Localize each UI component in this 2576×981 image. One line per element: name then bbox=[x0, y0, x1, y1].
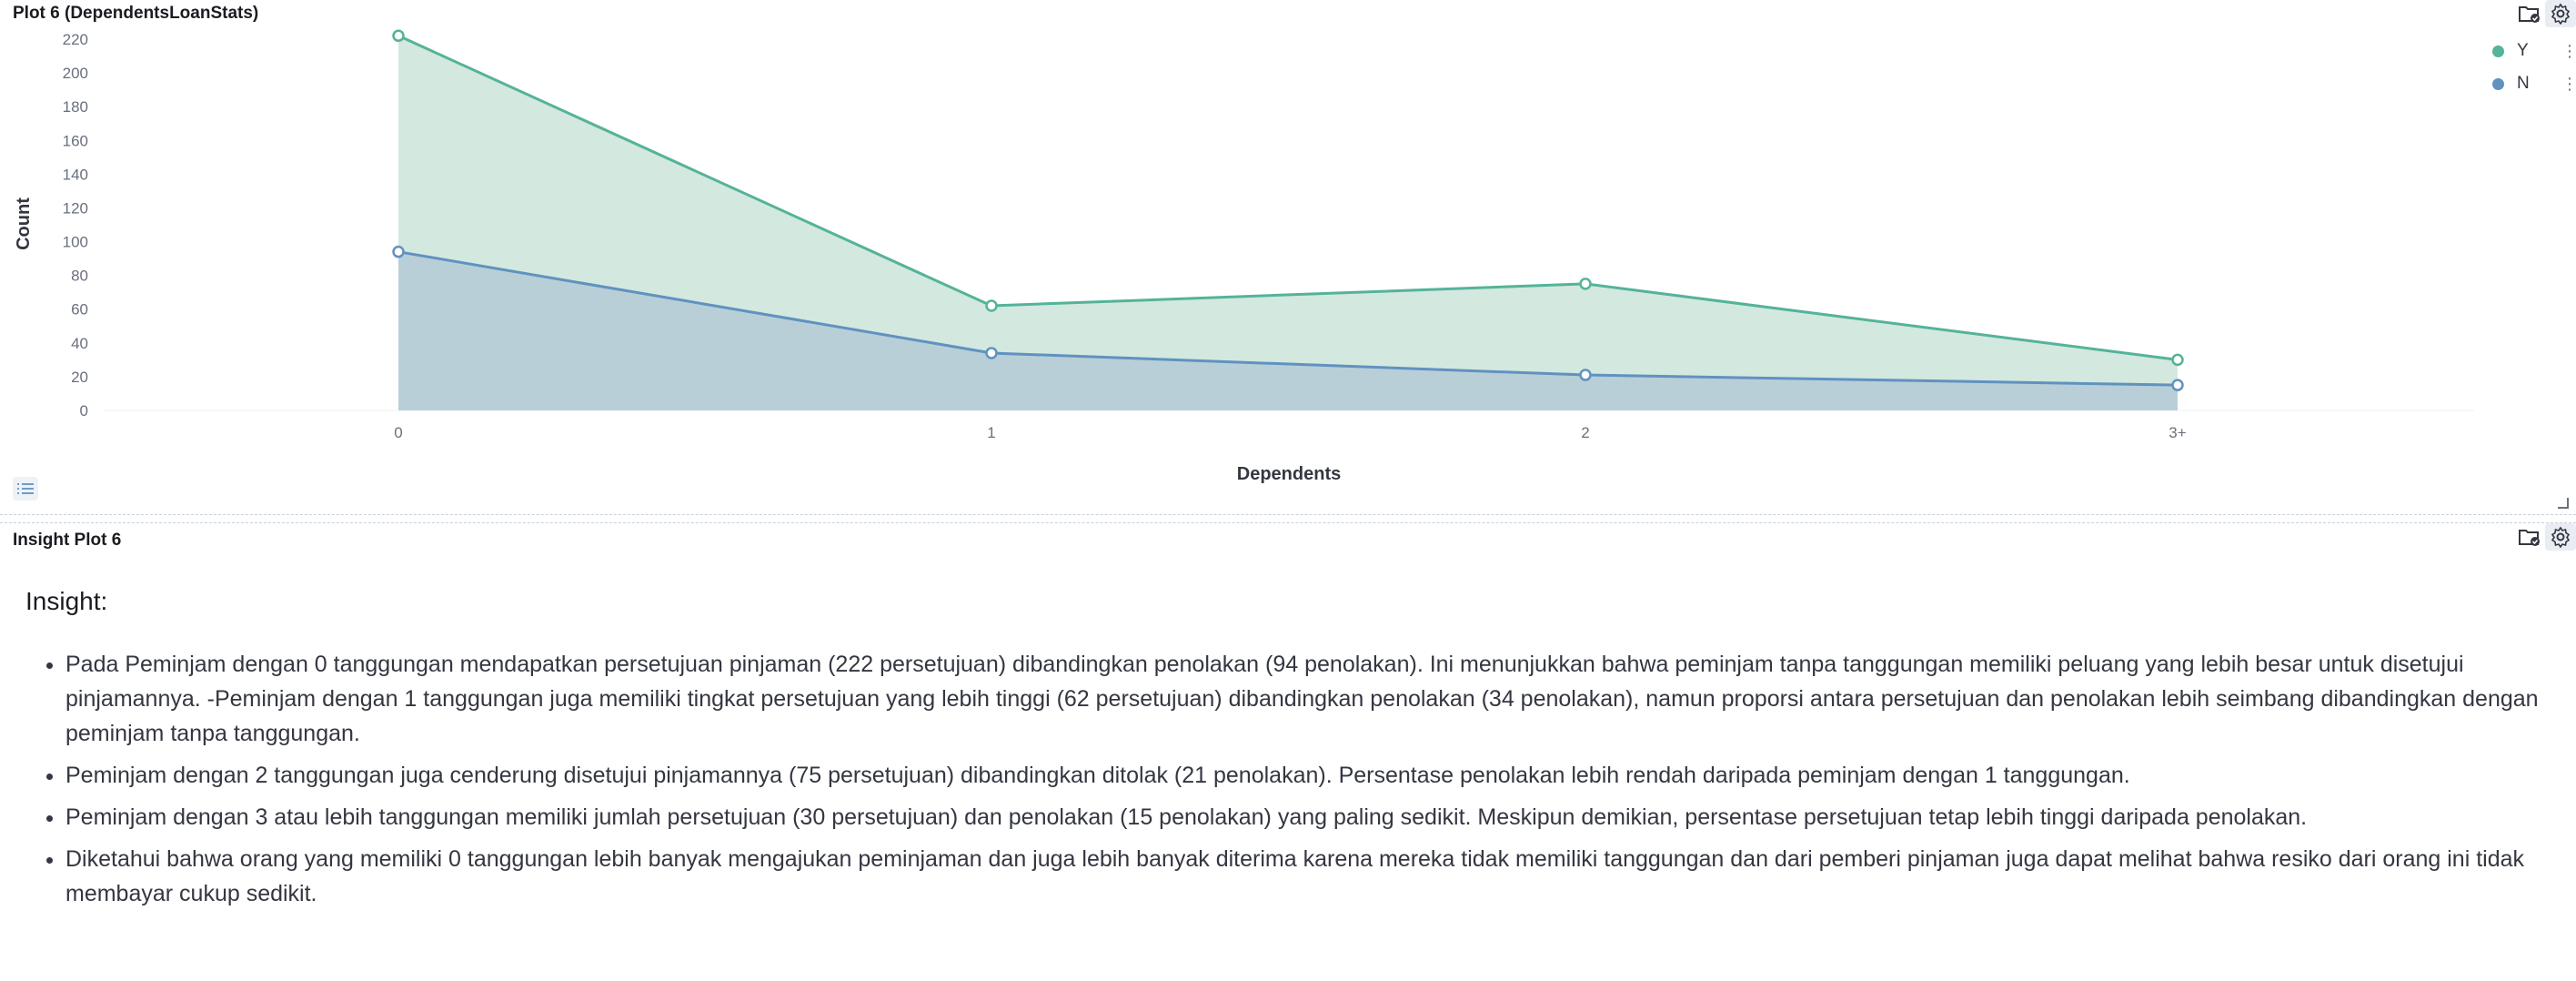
data-point-y[interactable] bbox=[392, 29, 405, 43]
x-tick-label: 2 bbox=[1581, 424, 1589, 441]
insight-bullet: Peminjam dengan 2 tanggungan juga cender… bbox=[65, 758, 2554, 793]
chart-areas bbox=[398, 35, 2178, 411]
legend-item-n[interactable]: N ⋮⋮ bbox=[2492, 67, 2576, 100]
plot-panel: Plot 6 (DependentsLoanStats) 0 20 40 60 80 10… bbox=[0, 0, 2576, 515]
y-tick-label: 180 bbox=[63, 98, 88, 116]
insight-list: Pada Peminjam dengan 0 tanggungan mendap… bbox=[25, 647, 2554, 911]
y-tick-label: 220 bbox=[63, 31, 88, 48]
chart-points bbox=[392, 29, 2184, 391]
legend-label-n: N bbox=[2517, 74, 2530, 93]
data-point-n[interactable] bbox=[2171, 379, 2184, 391]
resize-handle[interactable] bbox=[2558, 498, 2569, 509]
data-point-y[interactable] bbox=[2171, 353, 2184, 367]
insight-bullet: Peminjam dengan 3 atau lebih tanggungan … bbox=[65, 800, 2554, 834]
legend-dot-y bbox=[2492, 45, 2504, 57]
legend-dot-n bbox=[2492, 77, 2504, 90]
data-point-n[interactable] bbox=[1579, 369, 1592, 381]
legend-label-y: Y bbox=[2517, 41, 2529, 60]
y-tick-label: 20 bbox=[71, 369, 88, 386]
x-axis: 0 1 2 3+ bbox=[394, 424, 2186, 441]
line-series-y bbox=[397, 34, 2179, 361]
data-point-y[interactable] bbox=[985, 299, 998, 312]
folder-check-icon[interactable] bbox=[2514, 523, 2545, 551]
data-point-y[interactable] bbox=[1579, 278, 1592, 290]
y-tick-label: 160 bbox=[63, 132, 88, 149]
y-tick-label: 100 bbox=[63, 234, 88, 251]
x-tick-label: 1 bbox=[987, 424, 995, 441]
x-axis-label: Dependents bbox=[1237, 464, 1341, 484]
area-series-n bbox=[398, 251, 2178, 410]
insight-panel-title: Insight Plot 6 bbox=[13, 531, 122, 550]
plot-panel-title: Plot 6 (DependentsLoanStats) bbox=[13, 4, 259, 23]
chart-legend: Y ⋮⋮ N ⋮⋮ bbox=[2492, 35, 2576, 100]
y-tick-label: 120 bbox=[63, 199, 88, 217]
line-series-n bbox=[397, 250, 2179, 387]
vertical-dots-icon[interactable]: ⋮⋮ bbox=[2561, 74, 2576, 93]
insight-bullet: Diketahui bahwa orang yang memiliki 0 ta… bbox=[65, 842, 2554, 911]
insight-markdown: Insight: Pada Peminjam dengan 0 tanggung… bbox=[25, 587, 2554, 918]
y-tick-label: 80 bbox=[71, 268, 88, 285]
y-tick-label: 0 bbox=[80, 402, 88, 420]
gear-icon[interactable] bbox=[2545, 0, 2576, 27]
data-point-n[interactable] bbox=[392, 245, 405, 258]
y-axis-label: Count bbox=[14, 197, 34, 250]
insight-panel-actions bbox=[2514, 523, 2576, 551]
insight-heading: Insight: bbox=[25, 587, 108, 615]
insight-panel: Insight Plot 6 Insight: Pada Peminjam de… bbox=[0, 522, 2576, 981]
y-tick-label: 60 bbox=[71, 301, 88, 319]
folder-check-icon[interactable] bbox=[2514, 0, 2545, 27]
insight-bullet: Pada Peminjam dengan 0 tanggungan mendap… bbox=[65, 647, 2554, 751]
area-chart: 0 20 40 60 80 100 120 140 160 180 200 220 0 1 2 3+ Cou… bbox=[14, 29, 2474, 484]
chart-lines bbox=[397, 34, 2179, 387]
legend-item-y[interactable]: Y ⋮⋮ bbox=[2492, 35, 2576, 67]
x-tick-label: 3+ bbox=[2168, 424, 2186, 441]
x-tick-label: 0 bbox=[394, 424, 402, 441]
area-series-y bbox=[398, 35, 2178, 411]
vertical-dots-icon[interactable]: ⋮⋮ bbox=[2561, 41, 2576, 60]
y-tick-label: 140 bbox=[63, 166, 88, 183]
y-tick-label: 40 bbox=[71, 335, 88, 352]
y-tick-label: 200 bbox=[63, 65, 88, 82]
list-icon[interactable] bbox=[13, 477, 38, 501]
data-point-n[interactable] bbox=[985, 347, 998, 359]
plot-panel-actions bbox=[2514, 0, 2576, 27]
gear-icon[interactable] bbox=[2545, 523, 2576, 551]
